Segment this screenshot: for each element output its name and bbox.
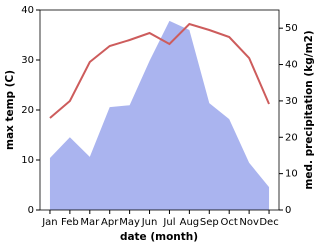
y-axis-label: max temp (C) — [4, 70, 16, 150]
x-tick-label: Jun — [141, 217, 158, 228]
x-tick-label: May — [119, 217, 140, 228]
x-axis-label: date (month) — [120, 231, 198, 243]
x-tick-label: Nov — [239, 217, 259, 228]
x-tick-label: Jul — [162, 217, 175, 228]
y2-tick-label: 50 — [285, 23, 298, 34]
y-tick-label: 30 — [21, 55, 34, 66]
x-tick-label: Oct — [221, 217, 238, 228]
y2-tick-label: 30 — [285, 96, 298, 107]
x-tick-label: Aug — [180, 217, 200, 228]
x-tick-label: Jan — [41, 217, 57, 228]
y-tick-label: 20 — [21, 105, 34, 116]
y-tick-label: 40 — [21, 5, 34, 16]
x-tick-label: Sep — [200, 217, 219, 228]
x-tick-label: Mar — [80, 217, 100, 228]
y-tick-label: 0 — [28, 205, 34, 216]
y-tick-label: 10 — [21, 155, 34, 166]
y2-tick-label: 10 — [285, 169, 298, 180]
y2-tick-label: 20 — [285, 132, 298, 143]
x-tick-label: Dec — [259, 217, 278, 228]
y2-tick-label: 40 — [285, 60, 298, 71]
y2-tick-label: 0 — [285, 205, 291, 216]
temperature-line — [49, 22, 270, 119]
precipitation-area — [49, 20, 270, 211]
x-tick-label: Apr — [101, 217, 119, 228]
x-tick-label: Feb — [61, 217, 79, 228]
y2-axis-label: med. precipitation (kg/m2) — [303, 30, 315, 189]
